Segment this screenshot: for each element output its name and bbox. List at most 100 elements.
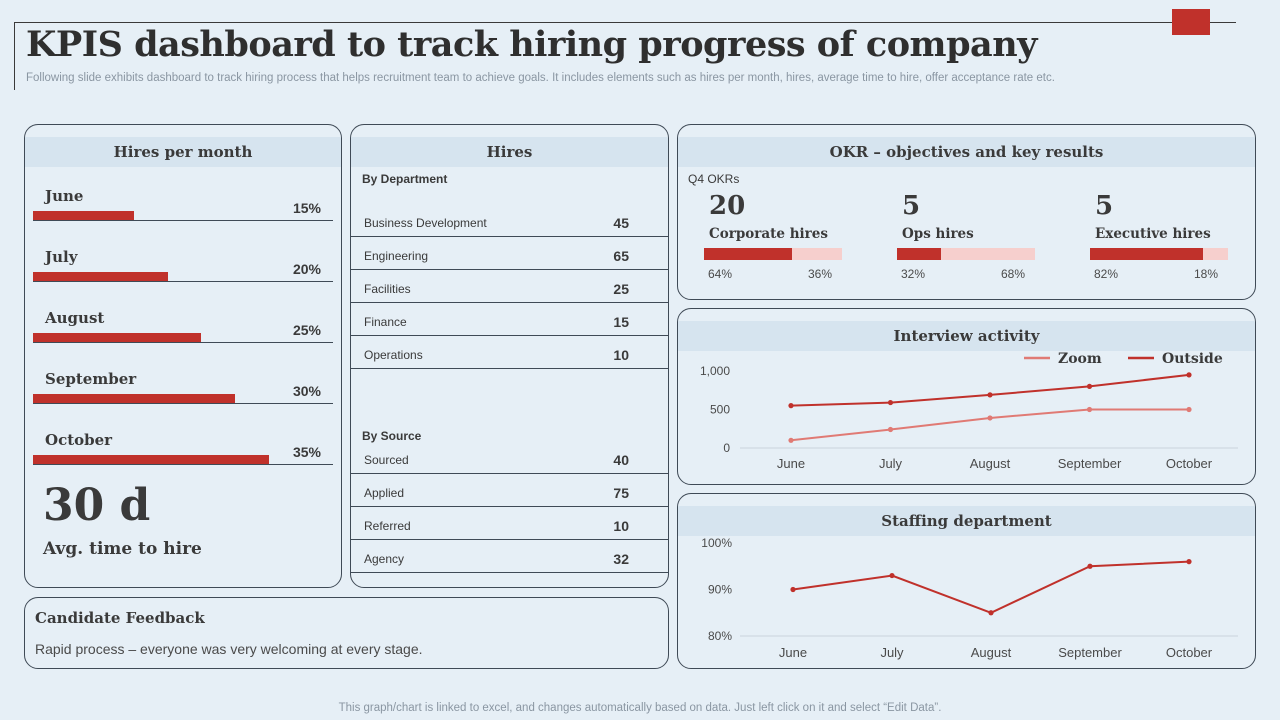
okr-name: Executive hires [1095,226,1211,242]
data-point [987,392,993,398]
data-point [887,426,894,433]
okr-progress-track [704,248,842,260]
okr-done-percent: 32% [901,267,926,281]
okr-progress-fill [1090,248,1204,260]
hires-title: Hires [351,137,668,167]
month-baseline [33,464,333,465]
feedback-text: Rapid process – everyone was very welcom… [35,641,423,657]
y-tick-label: 90% [708,583,732,597]
data-point [788,437,794,443]
header-rule [14,22,1236,23]
department-value: 10 [613,347,629,363]
source-row: Applied 75 [351,473,668,507]
legend-label: Outside [1162,351,1223,367]
data-point [1186,559,1192,565]
legend-label: Zoom [1058,351,1102,367]
okr-subtitle: Q4 OKRs [688,172,740,186]
month-percent: 15% [292,200,321,216]
x-tick-label: July [879,456,903,471]
okr-number: 20 [709,191,746,221]
department-label: Facilities [364,282,411,296]
data-point [1186,406,1192,413]
okr-name: Corporate hires [709,226,828,242]
page-subtitle: Following slide exhibits dashboard to tr… [26,72,1055,84]
month-name: August [45,309,105,327]
month-percent: 20% [292,261,321,277]
department-value: 45 [613,215,629,231]
accent-block [1172,9,1210,35]
avg-time-value: 30 d [43,480,151,531]
y-tick-label: 500 [710,403,730,417]
by-source-heading: By Source [362,429,422,443]
data-point [889,572,895,579]
okr-done-percent: 82% [1094,267,1119,281]
staffing-department-panel: Staffing department 80% 90% 100% June July Au… [677,493,1256,669]
hires-per-month-title: Hires per month [25,137,341,167]
month-baseline [33,281,333,282]
x-tick-label: July [880,645,904,660]
staffing-department-title: Staffing department [678,506,1255,536]
staffing-department-chart: 80% 90% 100% June July August September October [701,536,1238,660]
okr-remaining-percent: 68% [1001,267,1026,281]
source-value: 32 [613,551,629,567]
x-tick-label: August [970,456,1011,471]
department-row: Engineering 65 [351,236,668,270]
department-row: Operations 10 [351,335,668,369]
department-row: Finance 15 [351,302,668,336]
hires-per-month-panel: Hires per month June 15% July 20% August 25% S… [24,124,342,588]
data-point [1086,383,1093,389]
avg-time-label: Avg. time to hire [43,539,202,559]
month-percent: 35% [292,444,321,460]
month-name: September [45,370,137,388]
header-left-rule [14,22,15,90]
interview-activity-chart: 0 500 1,000 June July August September October Z… [700,351,1238,471]
source-label: Referred [364,519,411,533]
source-value: 75 [613,485,629,501]
okr-number: 5 [1095,191,1114,221]
okr-name: Ops hires [902,226,974,242]
source-row: Referred 10 [351,506,668,540]
series-line-outside [790,373,1190,407]
data-point [1086,406,1093,413]
source-row: Agency 32 [351,539,668,573]
okr-progress-fill [704,248,793,260]
department-label: Finance [364,315,407,329]
source-row: Sourced 40 [351,440,668,474]
x-tick-label: August [971,645,1012,660]
source-value: 40 [613,452,629,468]
month-bar [33,211,134,220]
page-title: KPIS dashboard to track hiring progress … [26,24,1038,65]
x-tick-label: June [779,645,807,660]
data-point [887,399,894,406]
data-point [790,586,796,593]
okr-panel: OKR – objectives and key results Q4 OKRs… [677,124,1256,300]
series-line-zoom [790,408,1189,442]
okr-progress-fill [897,248,942,260]
okr-remaining-percent: 18% [1194,267,1219,281]
okr-title: OKR – objectives and key results [678,137,1255,167]
x-tick-label: September [1058,456,1122,471]
x-tick-label: September [1058,645,1122,660]
month-name: July [45,248,78,266]
hires-panel: Hires By Department Business Development… [350,124,669,588]
department-label: Business Development [364,216,487,230]
okr-remaining-percent: 36% [808,267,833,281]
y-tick-label: 0 [723,441,730,455]
month-bar [33,333,201,342]
x-tick-label: October [1166,456,1213,471]
series-line-staffing [792,560,1190,614]
candidate-feedback-panel: Candidate Feedback Rapid process – every… [24,597,669,669]
okr-progress-track [897,248,1035,260]
source-label: Agency [364,552,405,566]
feedback-title: Candidate Feedback [35,609,205,627]
month-percent: 30% [292,383,321,399]
month-baseline [33,403,333,404]
okr-done-percent: 64% [708,267,733,281]
interview-activity-panel: Interview activity 0 500 1,000 June July Augu… [677,308,1256,485]
y-tick-label: 100% [701,536,732,550]
month-name: June [45,187,84,205]
month-percent: 25% [292,322,321,338]
by-department-heading: By Department [362,172,448,186]
data-point [988,610,994,616]
x-tick-label: June [777,456,805,471]
